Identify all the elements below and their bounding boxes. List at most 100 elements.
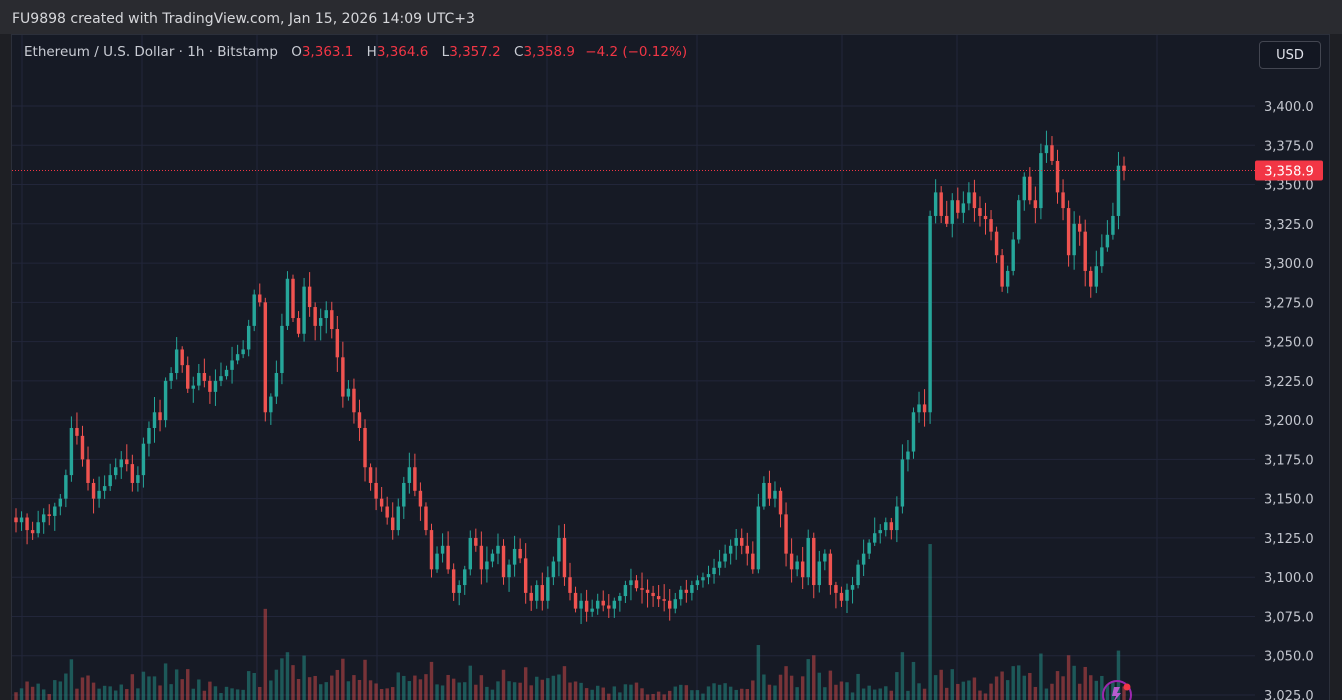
volume-bar — [263, 608, 268, 700]
candle-body — [368, 467, 373, 483]
candle-body — [767, 482, 772, 499]
candle-body — [1033, 200, 1038, 209]
candle-body — [363, 427, 367, 468]
candle-body — [867, 542, 871, 554]
candle-body — [208, 380, 212, 392]
candle-body — [1028, 176, 1032, 201]
candle-body — [152, 412, 157, 428]
last-price-label: 3,358.9 — [1264, 165, 1314, 180]
chart-frame[interactable]: 3,400.0 3,375.0 3,350.0 3,325.0 3,300.0 3,275… — [11, 34, 1330, 700]
volume-bar — [141, 671, 146, 700]
candle-body — [773, 490, 777, 499]
candle-body — [740, 537, 744, 546]
candle-body — [1100, 247, 1104, 267]
volume-bar — [889, 690, 894, 700]
volume-bar — [1089, 675, 1093, 700]
volume-bar — [618, 692, 622, 700]
candle-body — [440, 545, 445, 554]
candle-body — [501, 545, 506, 578]
volume-bar — [496, 681, 500, 700]
price-chart[interactable]: 3,400.0 3,375.0 3,350.0 3,325.0 3,300.0 3,275… — [12, 35, 1330, 700]
volume-bar — [861, 688, 866, 700]
volume-bar — [429, 661, 434, 700]
candle-body — [285, 278, 290, 326]
volume-bar — [219, 693, 223, 700]
close-value: 3,358.9 — [523, 44, 575, 60]
volume-bar — [53, 680, 57, 700]
volume-bar — [1017, 665, 1021, 700]
volume-bar — [579, 682, 583, 700]
volume-bar — [623, 684, 628, 700]
volume-bar — [950, 669, 954, 700]
candle-body — [41, 514, 46, 523]
candle-body — [523, 558, 528, 593]
currency-button[interactable]: USD — [1259, 41, 1321, 69]
y-tick-label: 3,225.0 — [1264, 375, 1314, 390]
price-axis[interactable]: 3,400.0 3,375.0 3,350.0 3,325.0 3,300.0 3,275… — [1264, 100, 1314, 700]
candle-body — [756, 506, 761, 570]
volume-bar — [645, 694, 650, 700]
y-tick-label: 3,325.0 — [1264, 218, 1314, 233]
volume-bar — [130, 674, 135, 700]
volume-bar — [989, 683, 993, 700]
volume-bar — [97, 688, 101, 700]
candle-body — [224, 369, 229, 377]
candle-body — [25, 517, 29, 531]
volume-bar — [900, 652, 905, 700]
candle-body — [58, 498, 63, 507]
candle-body — [800, 561, 805, 578]
candle-body — [86, 459, 90, 483]
candle-body — [174, 349, 179, 374]
candle-body — [1055, 160, 1060, 193]
candle-body — [1089, 270, 1093, 287]
volume-bar — [119, 684, 123, 700]
volume-bar — [1044, 688, 1049, 700]
candle-body — [584, 600, 589, 612]
volume-bar — [147, 676, 151, 700]
volume-bar — [363, 659, 367, 700]
candle-body — [834, 585, 838, 593]
volume-bar — [789, 675, 794, 700]
volume-bar — [673, 686, 677, 700]
candle-body — [529, 592, 533, 601]
volume-bar — [884, 686, 888, 700]
candle-body — [895, 506, 899, 531]
candle-body — [357, 412, 362, 428]
volume-bar — [41, 689, 46, 700]
candle-body — [579, 600, 583, 609]
volume-bar — [490, 689, 495, 700]
y-tick-label: 3,275.0 — [1264, 296, 1314, 311]
candle-body — [424, 506, 428, 531]
volume-bar — [335, 669, 340, 700]
candle-body — [956, 200, 960, 213]
volume-bar — [856, 673, 860, 700]
candle-body — [19, 517, 24, 523]
candle-body — [612, 600, 617, 609]
candle-body — [1039, 153, 1043, 209]
candle-body — [407, 467, 412, 483]
candle-body — [169, 373, 173, 381]
volume-bar — [463, 682, 467, 700]
candle-body — [928, 215, 932, 413]
candle-body — [629, 580, 633, 586]
volume-bar — [867, 685, 871, 700]
volume-bar — [546, 678, 550, 700]
volume-bar — [1072, 665, 1076, 700]
lightning-bolt-icon[interactable] — [1102, 680, 1132, 700]
volume-bar — [512, 682, 517, 700]
candle-body — [429, 530, 434, 570]
volume-bar — [47, 694, 51, 700]
candle-body — [778, 490, 783, 515]
candle-body — [690, 585, 694, 593]
volume-bar — [246, 671, 251, 700]
volume-bar — [402, 675, 406, 700]
close-label: C — [514, 44, 524, 60]
candle-body — [102, 486, 107, 491]
candle-body — [607, 605, 611, 609]
candle-body — [413, 467, 417, 491]
volume-bar — [501, 669, 506, 700]
candle-body — [158, 412, 162, 421]
volume-bar — [745, 688, 749, 700]
candle-body — [939, 192, 943, 216]
volume-bar — [418, 679, 423, 700]
